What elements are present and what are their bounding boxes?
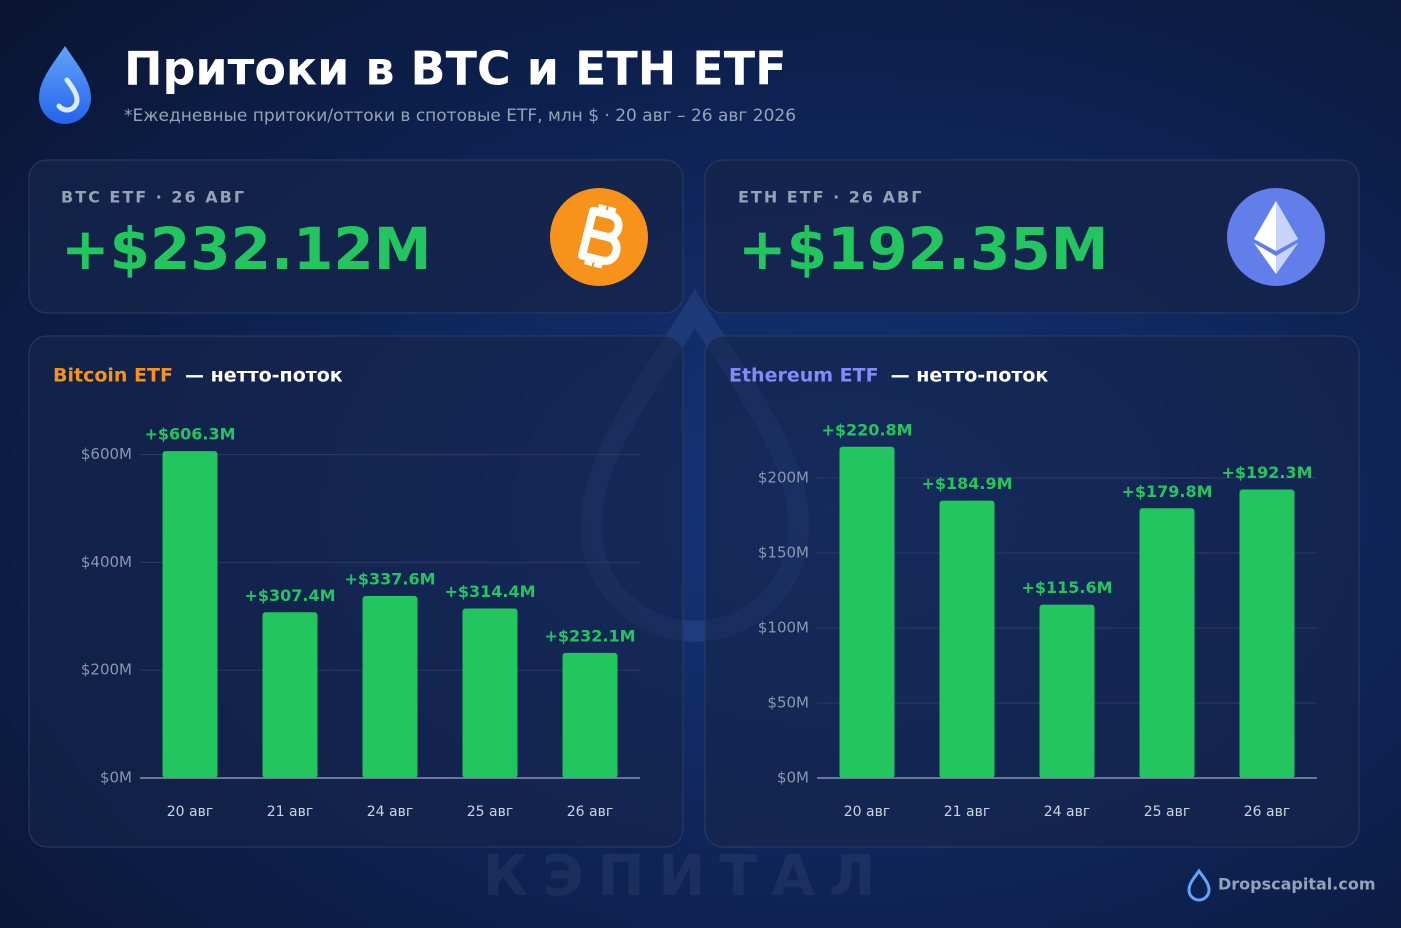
y-tick-label: $200M — [81, 661, 132, 679]
card-value: +$232.12M — [61, 215, 432, 283]
y-tick-label: $0M — [100, 769, 132, 787]
bar — [262, 612, 318, 778]
value-label: +$314.4M — [444, 582, 535, 601]
bar — [1239, 489, 1295, 778]
card — [704, 159, 1360, 314]
x-tick-label: 26 авг — [1244, 804, 1290, 820]
value-label: +$184.9M — [921, 474, 1012, 493]
card-label: BTC ETF · 26 АВГ — [61, 188, 246, 207]
value-label: +$192.3M — [1221, 463, 1312, 482]
bar — [562, 652, 618, 778]
bar — [839, 446, 895, 778]
y-tick-label: $100M — [758, 619, 809, 637]
value-label: +$115.6M — [1021, 578, 1112, 597]
bar — [362, 596, 418, 778]
watermark: КЭПИТАЛ — [483, 844, 890, 909]
value-label: +$606.3M — [144, 425, 235, 444]
value-label: +$220.8M — [821, 420, 912, 439]
chart-subtitle: — нетто-поток — [891, 365, 1049, 387]
y-tick-label: $0M — [777, 769, 809, 787]
card-value: +$192.35M — [738, 215, 1109, 283]
x-tick-label: 21 авг — [267, 804, 313, 820]
x-tick-label: 24 авг — [1044, 804, 1090, 820]
x-tick-label: 25 авг — [1144, 804, 1190, 820]
value-label: +$179.8M — [1121, 482, 1212, 501]
y-tick-label: $400M — [81, 553, 132, 571]
bar — [1039, 604, 1095, 778]
y-tick-label: $200M — [758, 469, 809, 487]
value-label: +$232.1M — [544, 626, 635, 645]
card — [28, 159, 684, 314]
x-tick-label: 25 авг — [467, 804, 513, 820]
x-tick-label: 24 авг — [367, 804, 413, 820]
bar — [162, 451, 218, 778]
footer-logo — [1187, 868, 1211, 902]
bar — [462, 608, 518, 778]
value-label: +$307.4M — [244, 586, 335, 605]
title: Притоки в BTC и ETH ETF — [124, 42, 787, 96]
bar — [1139, 508, 1195, 778]
x-tick-label: 20 авг — [844, 804, 890, 820]
y-tick-label: $600M — [81, 445, 132, 463]
bitcoin-icon — [550, 188, 648, 286]
x-tick-label: 21 авг — [944, 804, 990, 820]
y-tick-label: $150M — [758, 544, 809, 562]
x-tick-label: 26 авг — [567, 804, 613, 820]
y-tick-label: $50M — [767, 694, 809, 712]
bar — [939, 500, 995, 778]
chart-subtitle: — нетто-поток — [185, 365, 343, 387]
chart-title: Bitcoin ETF — [53, 365, 173, 387]
footer: Dropscapital.com — [1218, 875, 1376, 894]
x-tick-label: 20 авг — [167, 804, 213, 820]
chart-title: Ethereum ETF — [729, 365, 879, 387]
ethereum-icon — [1227, 188, 1325, 286]
logo — [39, 46, 91, 124]
card-label: ETH ETF · 26 АВГ — [738, 188, 923, 207]
subtitle: *Ежедневные притоки/оттоки в спотовые ET… — [124, 106, 796, 126]
value-label: +$337.6M — [344, 570, 435, 589]
